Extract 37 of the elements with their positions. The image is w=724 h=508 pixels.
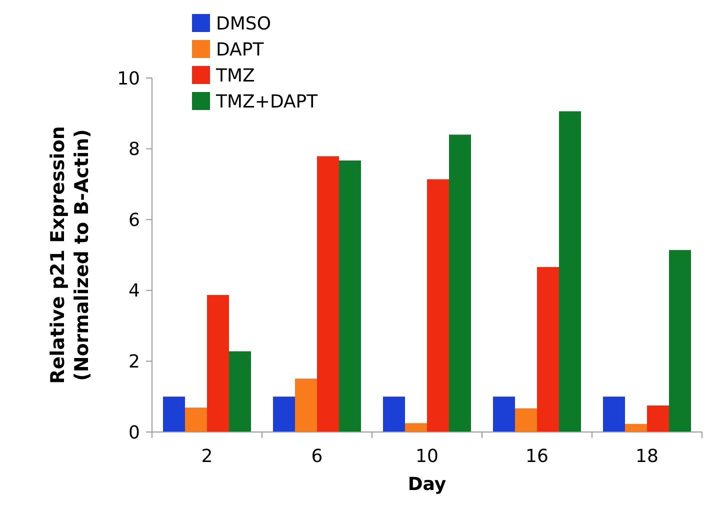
- y-tick-label: 2: [128, 352, 140, 372]
- bar: [185, 408, 207, 432]
- bar: [339, 160, 361, 432]
- y-tick-label: 0: [128, 422, 140, 444]
- bar: [559, 111, 581, 432]
- bar: [625, 424, 647, 432]
- x-tick-label: 16: [526, 446, 548, 467]
- bar: [647, 405, 669, 432]
- y-axis-title: Relative p21 Expression (Normalized to B-Actin): [47, 126, 93, 384]
- bar: [537, 267, 559, 432]
- bar: [515, 408, 537, 432]
- bar: [317, 156, 339, 432]
- legend-label: DAPT: [216, 39, 265, 60]
- bar: [405, 423, 427, 432]
- y-tick-label: 8: [128, 139, 140, 160]
- bar: [493, 396, 515, 432]
- bar: [229, 351, 251, 432]
- x-tick-label: 2: [201, 446, 213, 467]
- legend-label: TMZ+DAPT: [215, 91, 319, 112]
- bar: [273, 396, 295, 432]
- bar: [383, 396, 405, 432]
- bar: [163, 396, 185, 432]
- x-tick-label: 18: [636, 446, 658, 467]
- x-tick-label: 10: [416, 446, 438, 467]
- x-axis-title: Day: [408, 474, 446, 495]
- x-tick-label: 6: [311, 446, 323, 467]
- bar: [669, 250, 691, 432]
- legend-label: DMSO: [216, 13, 271, 34]
- bar: [207, 295, 229, 432]
- bar: [427, 179, 449, 432]
- y-tick-label: 6: [128, 210, 140, 231]
- bar: [295, 378, 317, 432]
- bar: [449, 134, 471, 432]
- legend-label: TMZ: [215, 65, 255, 86]
- bar: [603, 396, 625, 432]
- y-tick-label: 4: [128, 280, 140, 302]
- y-tick-label: 10: [117, 68, 140, 90]
